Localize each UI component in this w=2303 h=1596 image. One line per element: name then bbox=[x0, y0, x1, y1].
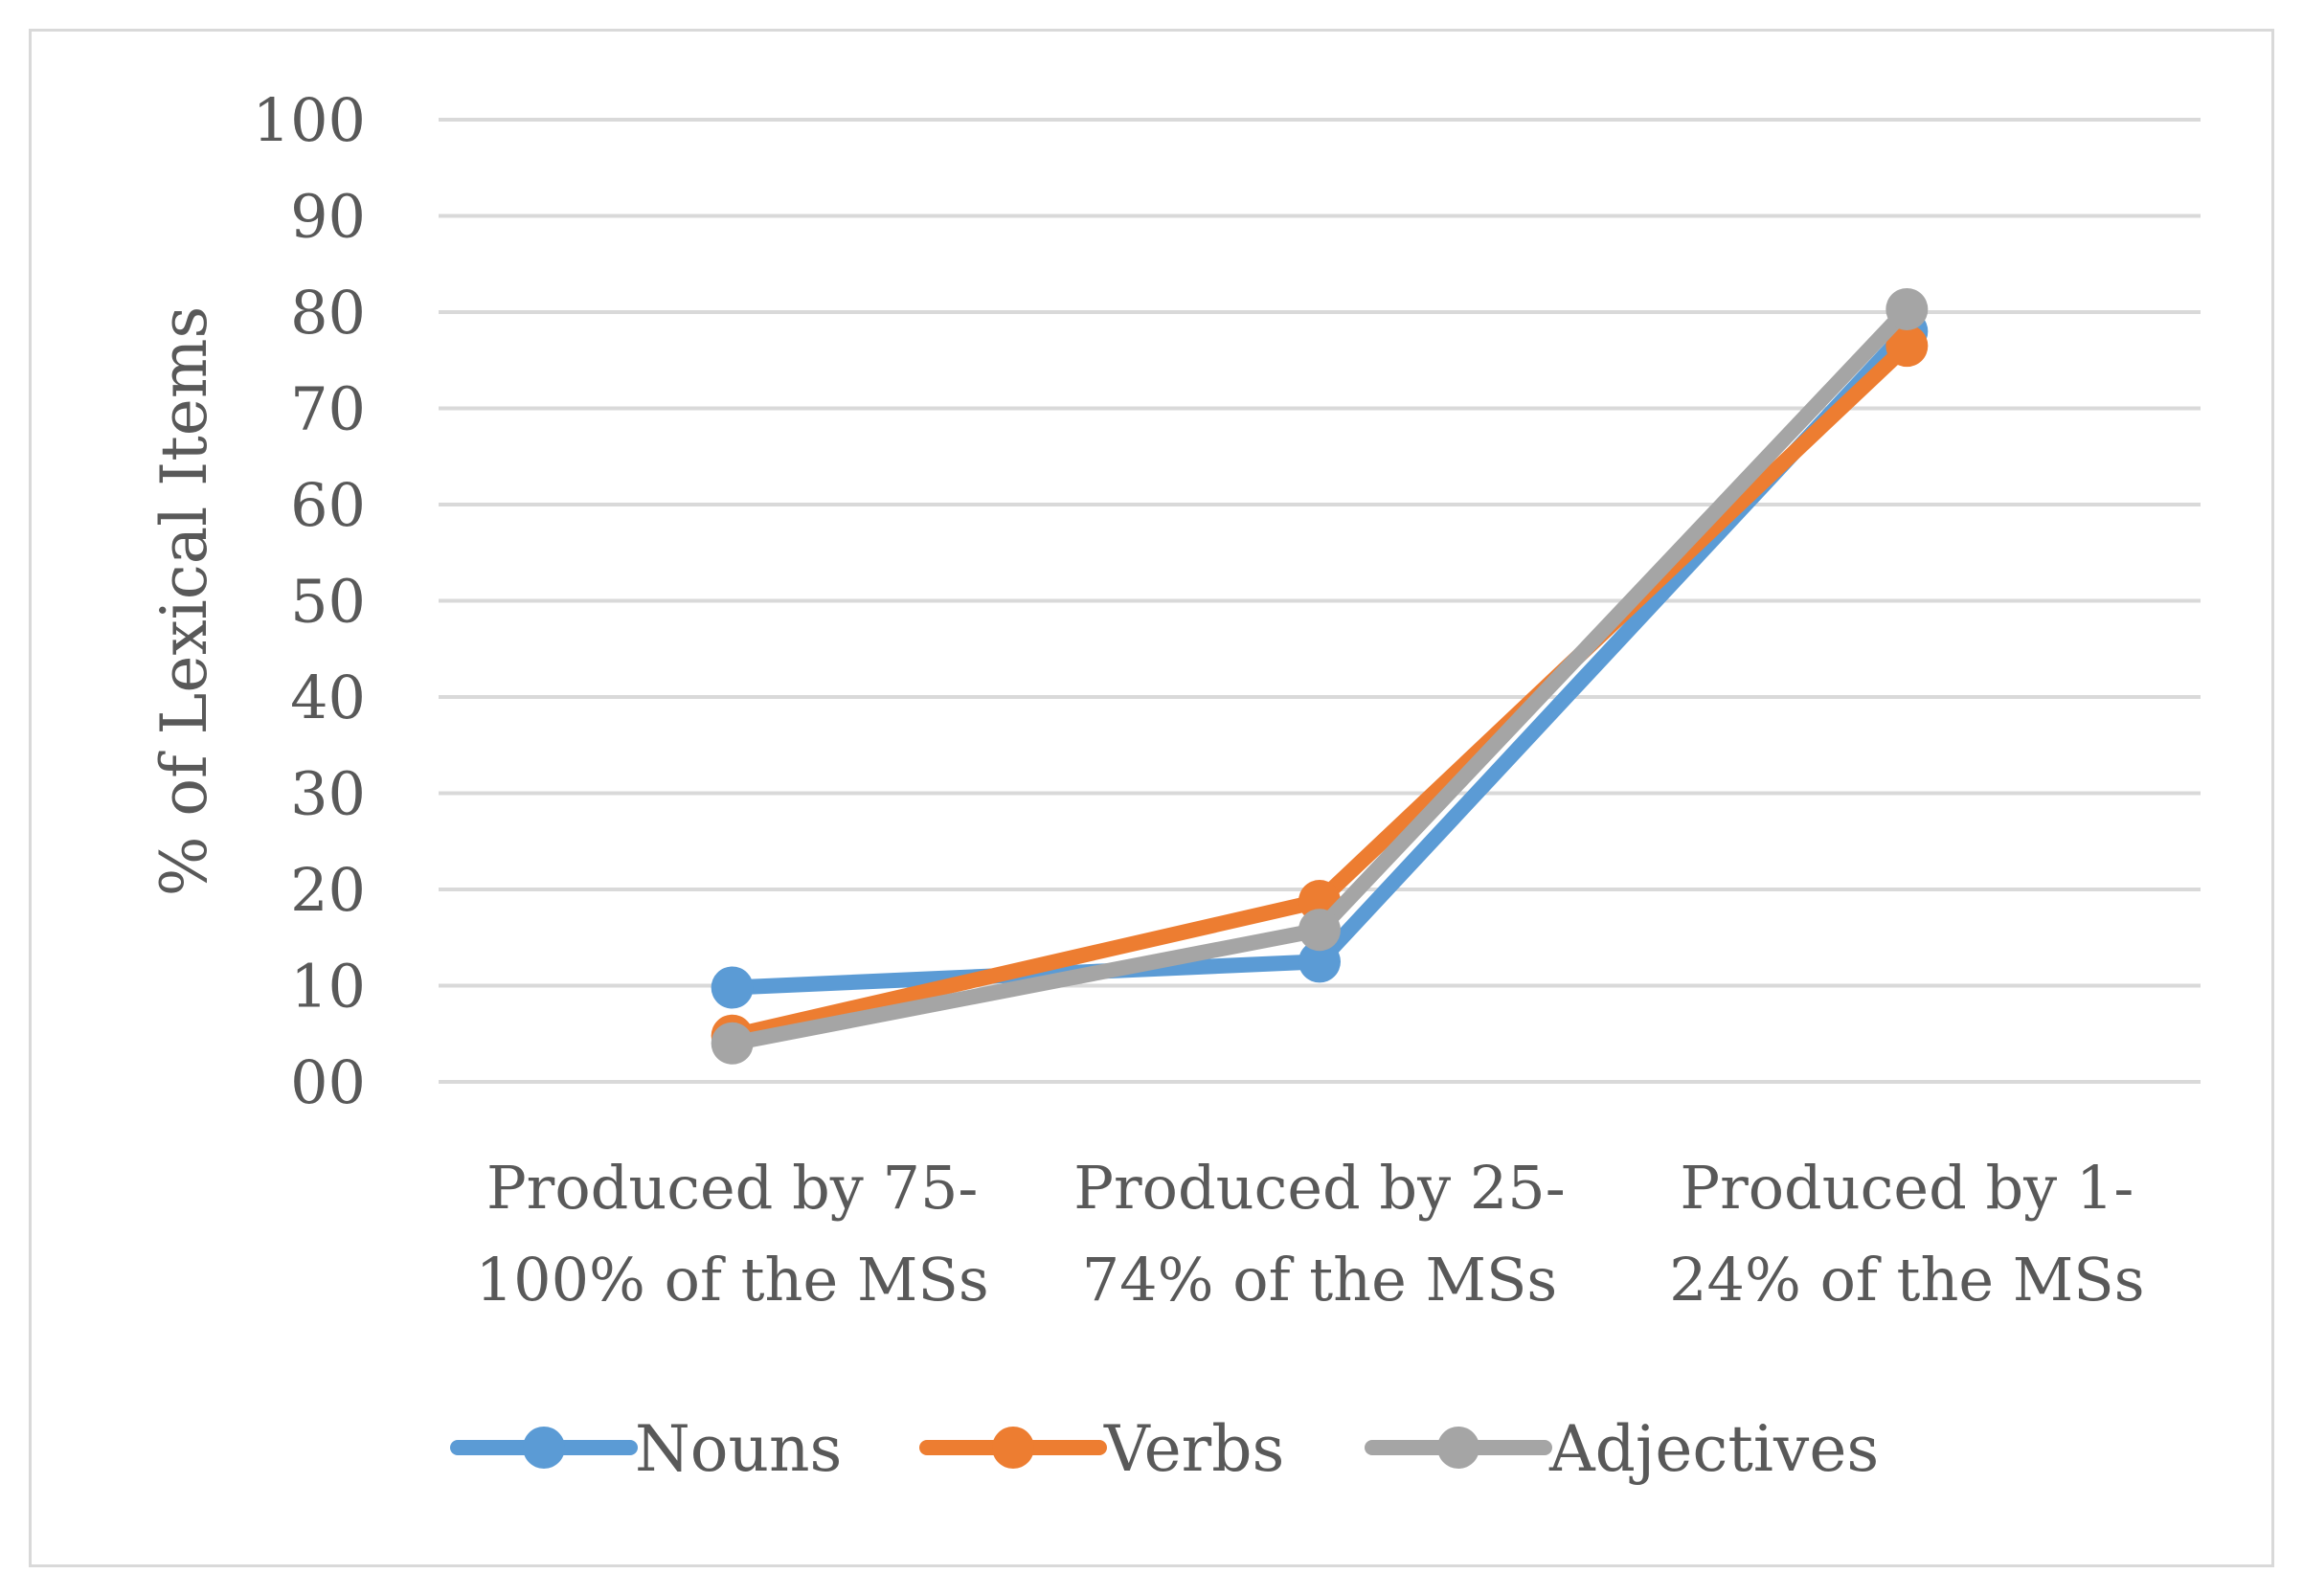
y-tick-label: 70 bbox=[290, 374, 366, 444]
chart-frame bbox=[29, 29, 2274, 1567]
y-tick-label: 50 bbox=[290, 567, 366, 637]
y-axis-label: % of Lexical Items bbox=[147, 306, 221, 897]
legend-swatch-marker bbox=[992, 1427, 1034, 1469]
x-category-label: Produced by 1- bbox=[1680, 1153, 2134, 1223]
data-point bbox=[1298, 940, 1341, 983]
y-tick-label: 100 bbox=[253, 85, 366, 155]
x-category-label: Produced by 75- bbox=[486, 1153, 978, 1223]
data-point bbox=[711, 1022, 754, 1065]
series-lines bbox=[711, 287, 1929, 1065]
series-adjectives bbox=[711, 287, 1929, 1065]
data-point bbox=[1885, 287, 1929, 330]
y-tick-label: 20 bbox=[290, 855, 366, 925]
data-point bbox=[1298, 909, 1341, 952]
x-axis-categories: Produced by 75- 100% of the MSs Produced b… bbox=[476, 1153, 2145, 1315]
legend-item-adjectives: Adjectives bbox=[1365, 1412, 1879, 1486]
y-tick-label: 60 bbox=[290, 470, 366, 540]
y-tick-label: 40 bbox=[290, 663, 366, 732]
y-axis-ticks: 00 10 20 30 40 50 60 70 80 90 100 bbox=[253, 85, 366, 1117]
legend-label: Nouns bbox=[635, 1412, 842, 1486]
legend-label: Adjectives bbox=[1548, 1412, 1879, 1486]
legend-item-nouns: Nouns bbox=[450, 1412, 842, 1486]
y-tick-label: 10 bbox=[290, 952, 366, 1022]
y-tick-label: 90 bbox=[290, 182, 366, 252]
legend-swatch-marker bbox=[1437, 1427, 1479, 1469]
x-category-label: 74% of the MSs bbox=[1082, 1245, 1558, 1315]
x-category-label: 24% of the MSs bbox=[1669, 1245, 2145, 1315]
legend: Nouns Verbs Adjectives bbox=[450, 1412, 1879, 1486]
y-tick-label: 30 bbox=[290, 759, 366, 829]
x-category-label: 100% of the MSs bbox=[476, 1245, 989, 1315]
y-tick-label: 00 bbox=[290, 1047, 366, 1117]
y-tick-label: 80 bbox=[290, 278, 366, 348]
data-point bbox=[1885, 325, 1929, 368]
x-category-label: Produced by 25- bbox=[1073, 1153, 1565, 1223]
legend-label: Verbs bbox=[1103, 1412, 1284, 1486]
legend-swatch-marker bbox=[523, 1427, 565, 1469]
legend-item-verbs: Verbs bbox=[919, 1412, 1284, 1486]
data-point bbox=[711, 966, 754, 1009]
